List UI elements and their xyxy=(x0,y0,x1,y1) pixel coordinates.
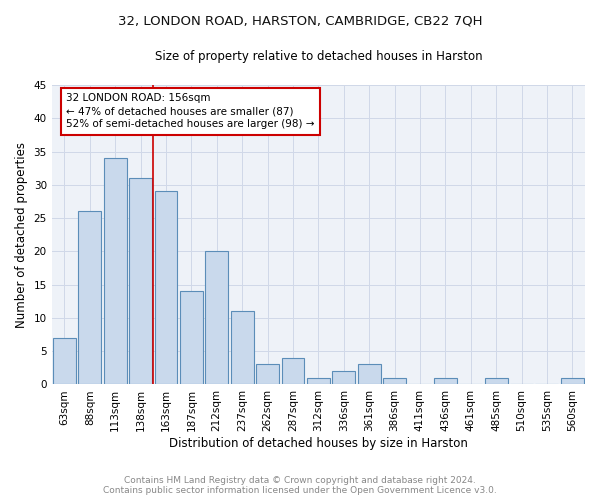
Bar xyxy=(383,378,406,384)
Bar xyxy=(231,312,254,384)
Bar xyxy=(104,158,127,384)
X-axis label: Distribution of detached houses by size in Harston: Distribution of detached houses by size … xyxy=(169,437,468,450)
Bar xyxy=(205,252,228,384)
Bar xyxy=(155,192,178,384)
Bar xyxy=(332,371,355,384)
Bar xyxy=(358,364,380,384)
Bar xyxy=(434,378,457,384)
Bar xyxy=(307,378,330,384)
Y-axis label: Number of detached properties: Number of detached properties xyxy=(15,142,28,328)
Text: 32, LONDON ROAD, HARSTON, CAMBRIDGE, CB22 7QH: 32, LONDON ROAD, HARSTON, CAMBRIDGE, CB2… xyxy=(118,15,482,28)
Bar xyxy=(561,378,584,384)
Text: 32 LONDON ROAD: 156sqm
← 47% of detached houses are smaller (87)
52% of semi-det: 32 LONDON ROAD: 156sqm ← 47% of detached… xyxy=(67,93,315,130)
Text: Contains HM Land Registry data © Crown copyright and database right 2024.
Contai: Contains HM Land Registry data © Crown c… xyxy=(103,476,497,495)
Bar xyxy=(281,358,304,384)
Bar xyxy=(79,212,101,384)
Bar xyxy=(129,178,152,384)
Bar xyxy=(485,378,508,384)
Bar xyxy=(53,338,76,384)
Title: Size of property relative to detached houses in Harston: Size of property relative to detached ho… xyxy=(155,50,482,63)
Bar xyxy=(256,364,279,384)
Bar xyxy=(180,292,203,384)
